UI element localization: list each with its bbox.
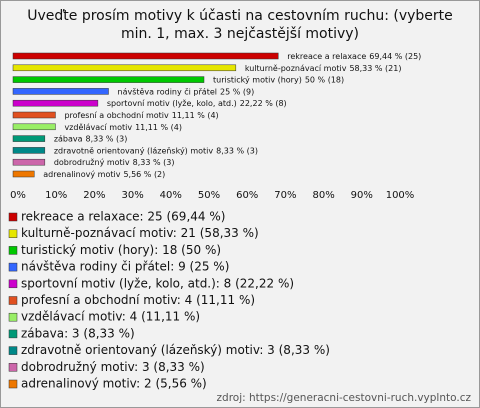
bar <box>12 76 205 83</box>
legend-swatch <box>8 363 18 372</box>
legend-swatch <box>8 296 18 305</box>
legend-swatch <box>8 312 18 322</box>
x-tick-label: 20% <box>83 190 105 201</box>
legend-label: profesní a obchodní motiv: 4 (11,11 %) <box>21 293 255 307</box>
bar-label: turistický motiv (hory) 50 % (18) <box>213 75 344 84</box>
x-tick-label: 10% <box>45 190 67 201</box>
category-label: adrenalinový motiv <box>43 170 120 179</box>
bar-label: sportovní motiv (lyže, kolo, atd.) 22,22 … <box>107 99 287 108</box>
legend-label: adrenalinový motiv: 2 (5,56 %) <box>21 377 207 391</box>
legend-swatch <box>8 246 18 255</box>
value-label: 8,33 % (3) <box>216 146 258 155</box>
chart-title: Uveďte prosím motivy k účasti na cestovn… <box>27 8 453 42</box>
bar <box>12 64 237 72</box>
bar-label: kulturně-poznávací motiv 58,33 % (21) <box>245 63 402 72</box>
legend-label: zdravotně orientovaný (lázeňský) motiv: … <box>21 343 330 357</box>
x-tick-label: 90% <box>351 190 373 201</box>
bar <box>12 99 99 107</box>
value-label: 8,33 % (3) <box>86 134 128 143</box>
legend-label: turistický motiv (hory): 18 (50 %) <box>21 243 221 257</box>
x-tick-label: 100% <box>386 190 415 201</box>
bar-label: vzdělávací motiv 11,11 % (4) <box>64 122 182 131</box>
category-label: zdravotně orientovaný (lázeňský) motiv <box>54 145 214 155</box>
legend-label: zábava: 3 (8,33 %) <box>21 326 135 340</box>
legend-label: dobrodružný motiv: 3 (8,33 %) <box>21 360 205 374</box>
value-label: 50 % (18) <box>305 75 344 84</box>
x-tick-label: 60% <box>236 190 258 201</box>
category-label: profesní a obchodní motiv <box>64 111 169 120</box>
x-tick-label: 50% <box>198 190 220 201</box>
legend-swatch <box>8 212 18 222</box>
x-tick-label: 0% <box>10 190 26 201</box>
category-label: turistický motiv (hory) <box>213 75 302 84</box>
x-tick-label: 40% <box>160 190 182 201</box>
bar <box>12 158 46 166</box>
bar-label: zábava 8,33 % (3) <box>54 134 128 143</box>
bar <box>12 111 56 119</box>
bar <box>12 123 56 131</box>
value-label: 22,22 % (8) <box>240 99 287 108</box>
value-label: 8,33 % (3) <box>133 158 175 167</box>
x-tick-label: 70% <box>274 190 296 201</box>
value-label: 5,56 % (2) <box>123 170 165 179</box>
value-label: 25 % (9) <box>220 87 254 96</box>
category-label: dobrodružný motiv <box>54 158 130 167</box>
bar <box>12 170 35 178</box>
source: zdroj: https://generacni-cestovni-ruch.v… <box>217 392 472 404</box>
legend-label: kulturně-poznávací motiv: 21 (58,33 %) <box>21 226 259 240</box>
legend-label: návštěva rodiny či přátel: 9 (25 %) <box>21 260 229 274</box>
category-label: sportovní motiv (lyže, kolo, atd.) <box>107 99 237 108</box>
category-label: návštěva rodiny či přátel <box>118 86 217 96</box>
value-label: 11,11 % (4) <box>172 111 219 120</box>
bar-label: adrenalinový motiv 5,56 % (2) <box>43 170 165 179</box>
x-tick-label: 80% <box>312 190 334 201</box>
legend-label: rekreace a relaxace: 25 (69,44 %) <box>21 210 225 224</box>
category-label: kulturně-poznávací motiv <box>245 63 347 72</box>
legend-label: vzdělávací motiv: 4 (11,11 %) <box>21 310 200 324</box>
legend-swatch <box>8 262 18 272</box>
bar <box>12 135 46 142</box>
bar-label: zdravotně orientovaný (lázeňský) motiv 8,… <box>54 145 258 155</box>
value-label: 69,44 % (25) <box>369 52 421 61</box>
category-label: vzdělávací motiv <box>64 122 132 131</box>
x-tick-label: 30% <box>121 190 143 201</box>
value-label: 58,33 % (21) <box>349 63 401 72</box>
legend-swatch <box>8 379 18 389</box>
bar-label: návštěva rodiny či přátel 25 % (9) <box>118 86 255 96</box>
category-label: rekreace a relaxace <box>287 52 366 61</box>
bar-label: dobrodružný motiv 8,33 % (3) <box>54 158 175 167</box>
bar <box>12 147 46 154</box>
legend-swatch <box>8 329 18 339</box>
bar <box>12 88 109 95</box>
bar-label: profesní a obchodní motiv 11,11 % (4) <box>64 111 218 120</box>
bar <box>12 52 279 60</box>
legend-swatch <box>8 279 18 289</box>
legend-swatch <box>8 229 18 238</box>
legend-label: sportovní motiv (lyže, kolo, atd.): 8 (2… <box>21 276 294 290</box>
category-label: zábava <box>54 134 83 143</box>
bar-label: rekreace a relaxace 69,44 % (25) <box>287 52 421 61</box>
value-label: 11,11 % (4) <box>135 122 182 131</box>
legend-swatch <box>8 346 18 355</box>
